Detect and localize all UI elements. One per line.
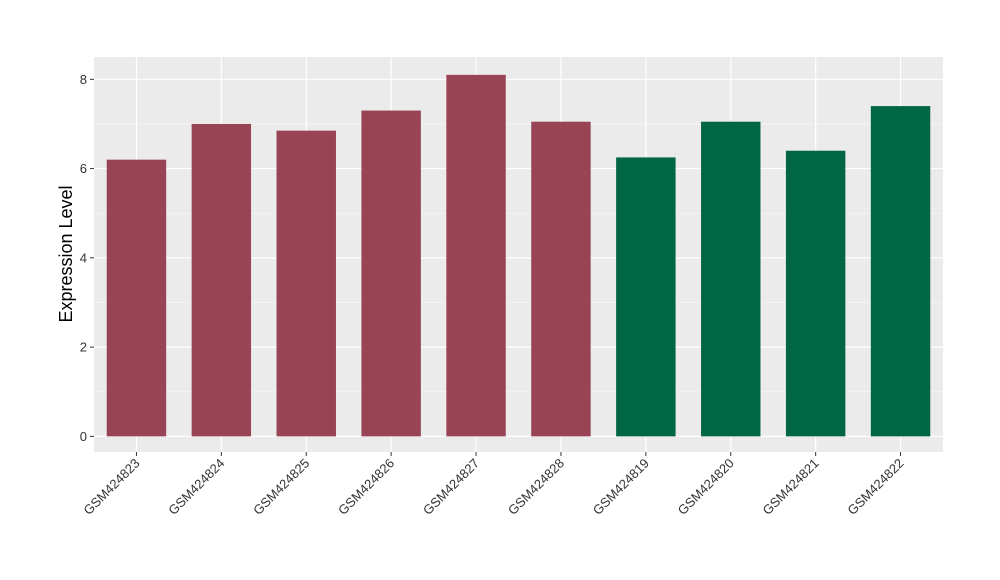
x-tick-label: GSM424819 <box>590 456 652 518</box>
bars-group <box>106 74 931 437</box>
bar <box>276 130 336 437</box>
x-tick-label: GSM424824 <box>165 456 227 518</box>
y-axis-title: Expression Level <box>56 185 76 322</box>
bar <box>531 121 591 437</box>
bar <box>701 121 761 437</box>
x-tick-label: GSM424827 <box>420 456 482 518</box>
y-tick-label: 4 <box>80 250 87 265</box>
x-tick-label: GSM424825 <box>250 456 312 518</box>
x-tick-label: GSM424828 <box>505 456 567 518</box>
bar <box>616 157 676 437</box>
bar <box>191 123 252 437</box>
bar <box>446 74 506 437</box>
x-tick-label: GSM424826 <box>335 456 397 518</box>
bar <box>106 159 167 437</box>
x-tick-label: GSM424821 <box>760 456 822 518</box>
bar <box>785 150 846 437</box>
x-axis: GSM424823 GSM424824 GSM424825 GSM424826 GSM4… <box>80 452 907 518</box>
y-tick-label: 2 <box>80 340 87 355</box>
bar <box>870 106 931 437</box>
y-tick-label: 8 <box>80 72 87 87</box>
y-tick-label: 0 <box>80 429 87 444</box>
x-tick-label: GSM424823 <box>80 456 142 518</box>
x-tick-label: GSM424822 <box>844 456 906 518</box>
x-tick-label: GSM424820 <box>675 456 737 518</box>
y-tick-label: 6 <box>80 161 87 176</box>
y-axis: 0 2 4 6 8 <box>80 72 94 444</box>
bar <box>361 110 421 437</box>
